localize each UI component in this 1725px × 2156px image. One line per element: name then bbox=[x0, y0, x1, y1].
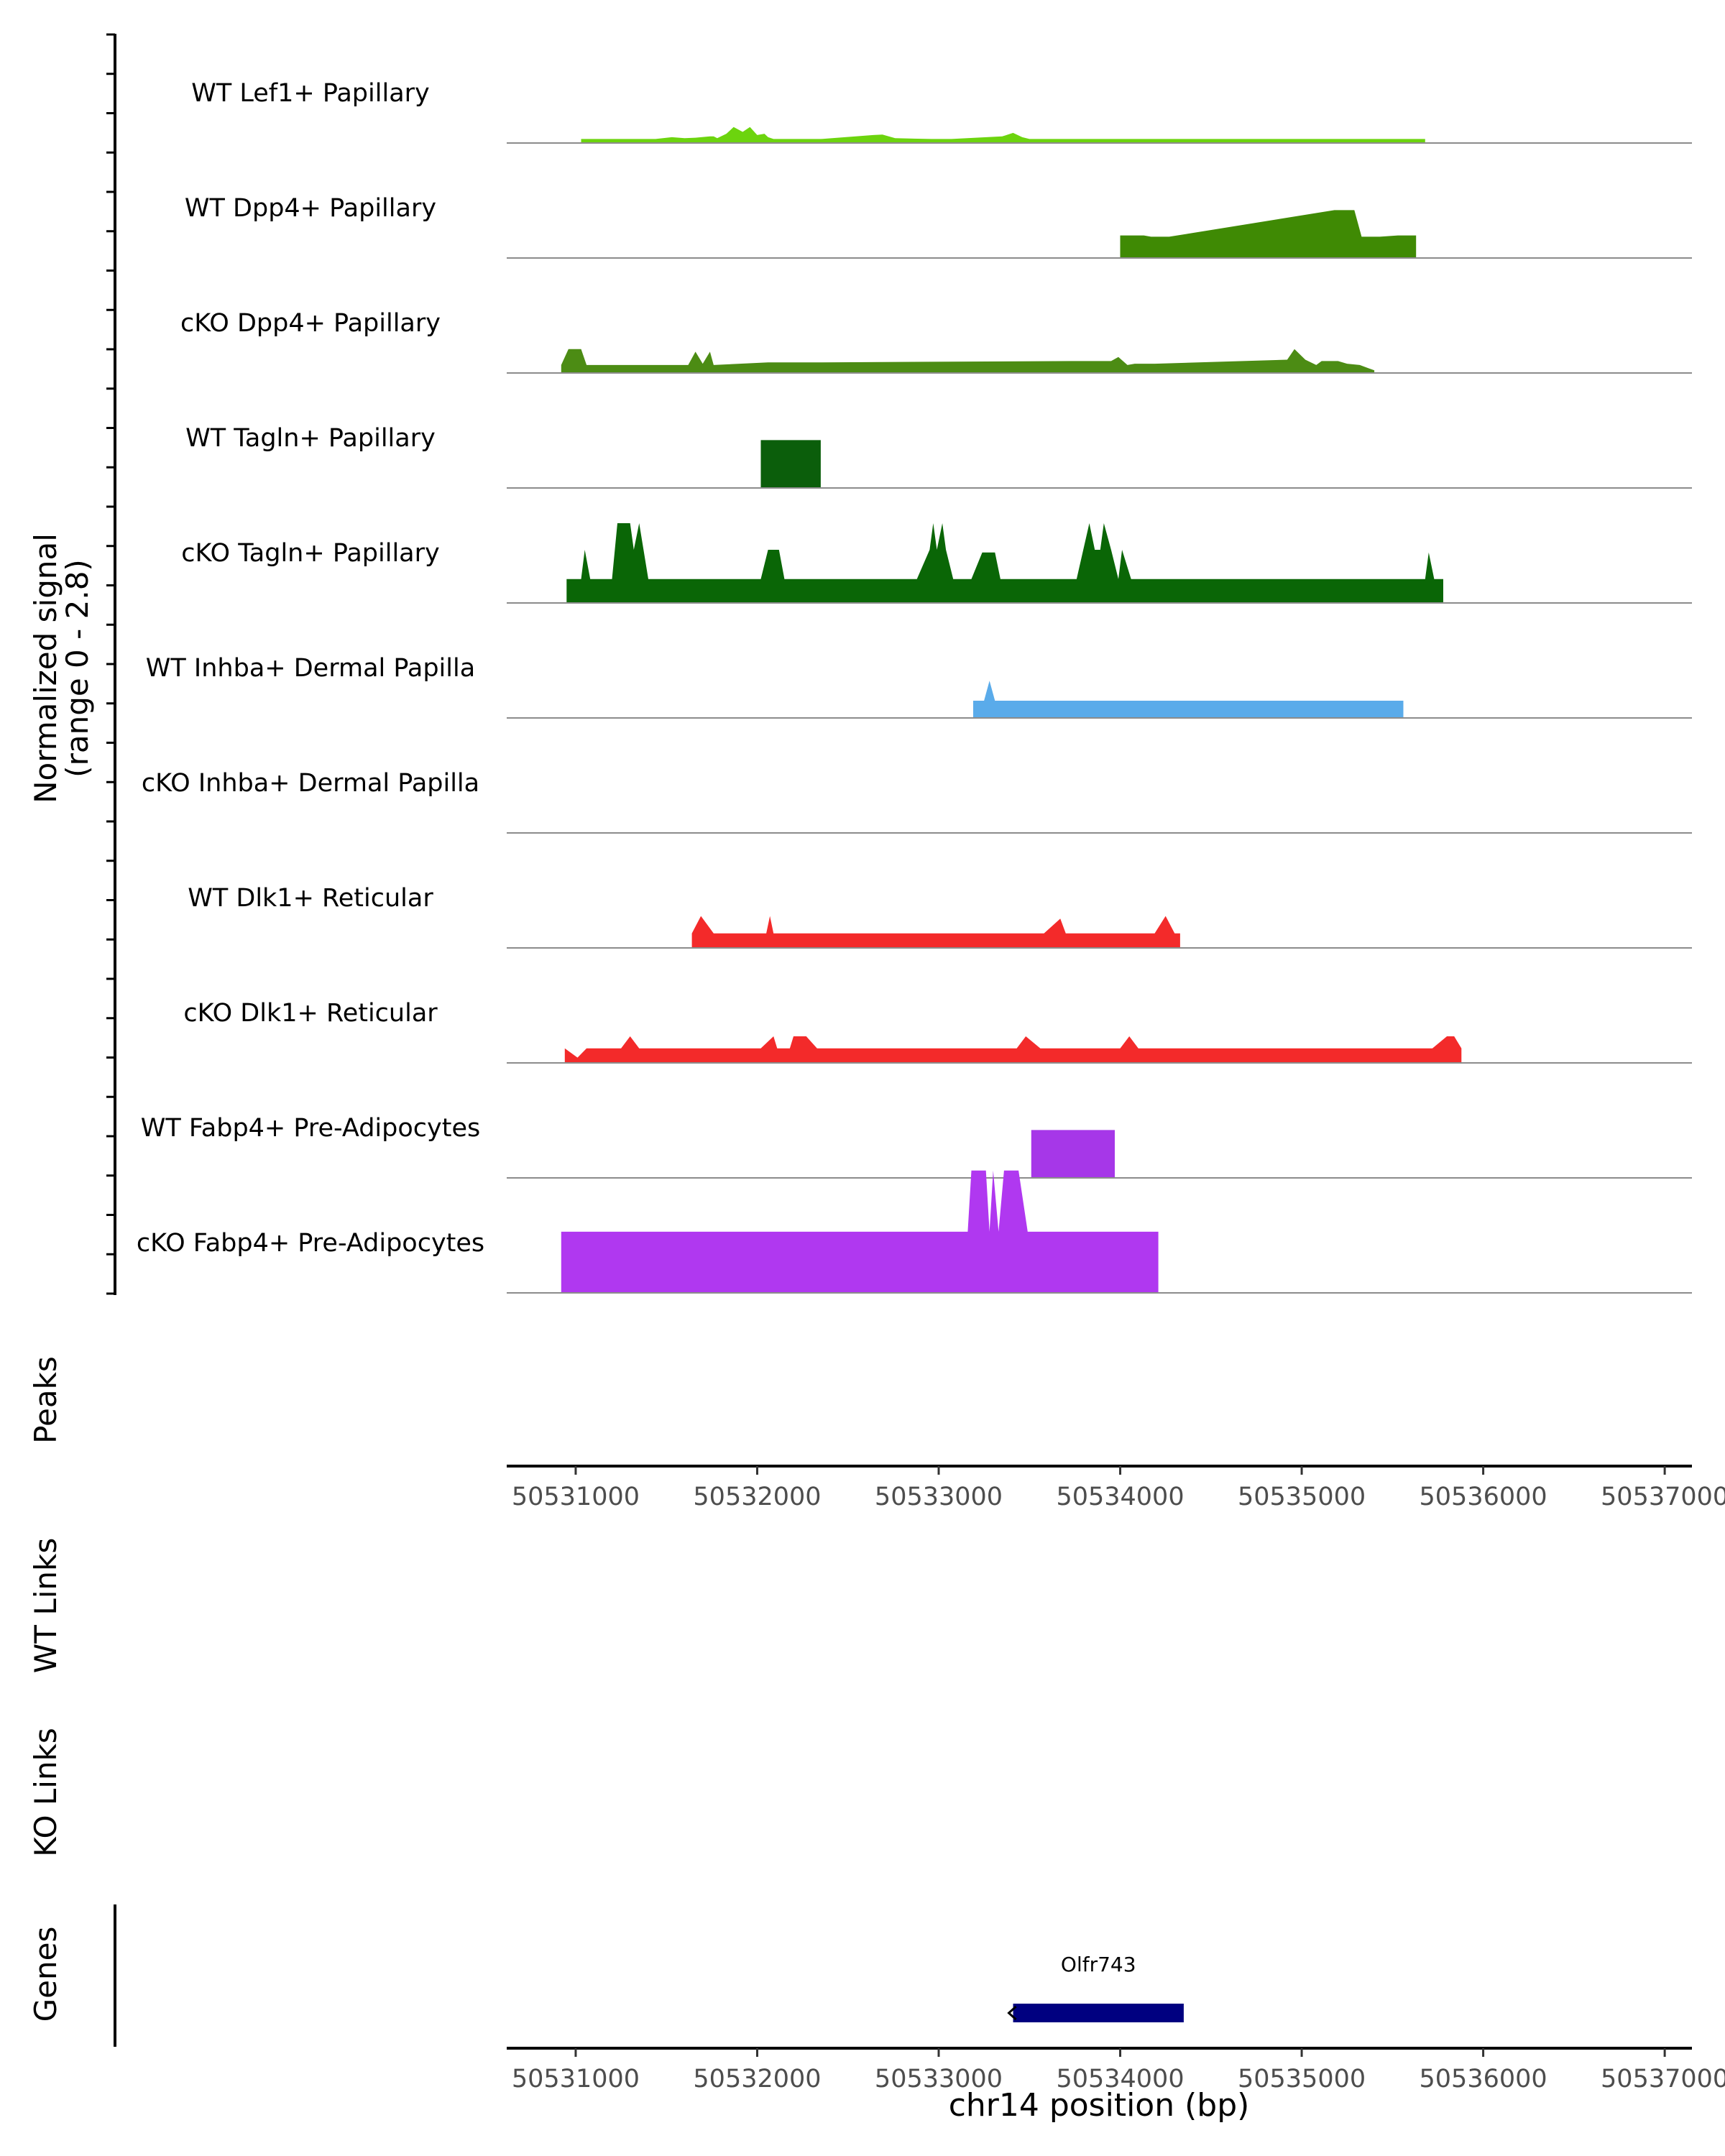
x-tick-label: 50537000 bbox=[1601, 1483, 1725, 1511]
track-signal-area bbox=[561, 349, 1375, 373]
track-label: WT Tagln+ Papillary bbox=[185, 424, 436, 453]
x-axis-title: chr14 position (bp) bbox=[949, 2087, 1250, 2124]
track-signal-area bbox=[973, 681, 1404, 718]
track-3: WT Tagln+ Papillary bbox=[185, 424, 1692, 489]
peaks-label: Peaks bbox=[28, 1356, 63, 1444]
track-signal-area bbox=[691, 916, 1180, 948]
gene-label: Olfr743 bbox=[1061, 1953, 1136, 1976]
strand-arrow bbox=[1007, 2005, 1017, 2021]
track-label: cKO Inhba+ Dermal Papilla bbox=[142, 769, 479, 798]
x-tick-label: 50537000 bbox=[1601, 2065, 1725, 2093]
track-10: cKO Fabp4+ Pre-Adipocytes bbox=[137, 1170, 1692, 1294]
x-tick-label: 50535000 bbox=[1238, 1483, 1366, 1511]
track-label: WT Inhba+ Dermal Papilla bbox=[146, 654, 475, 683]
signal-ylabel-line2: (range 0 - 2.8) bbox=[60, 559, 95, 778]
track-9: WT Fabp4+ Pre-Adipocytes bbox=[141, 1114, 1692, 1179]
track-signal-area bbox=[760, 440, 821, 488]
x-tick-label: 50536000 bbox=[1420, 2065, 1547, 2093]
x-tick-label: 50532000 bbox=[693, 2065, 821, 2093]
x-tick-label: 50533000 bbox=[875, 1483, 1003, 1511]
gene-track: Olfr743 bbox=[1007, 1953, 1184, 2022]
x-tick-label: 50531000 bbox=[512, 2065, 640, 2093]
track-label: cKO Tagln+ Papillary bbox=[181, 539, 440, 568]
track-signal-area bbox=[561, 1170, 1159, 1293]
x-tick-label: 50535000 bbox=[1238, 2065, 1366, 2093]
peaks-x-ticks: 50531000 50532000 50533000 50534000 50535000… bbox=[512, 1466, 1725, 1511]
track-signal-area bbox=[1031, 1130, 1115, 1178]
track-signal-area bbox=[1120, 210, 1417, 258]
ko-links-label: KO Links bbox=[28, 1728, 63, 1857]
x-tick-label: 50533000 bbox=[875, 2065, 1003, 2093]
genes-label: Genes bbox=[28, 1927, 63, 2022]
track-label: cKO Dpp4+ Papillary bbox=[180, 309, 441, 338]
signal-tracks: WT Lef1+ Papillary WT Dpp4+ Papillary cKO … bbox=[137, 79, 1692, 1294]
signal-ylabel-line1: Normalized signal bbox=[28, 533, 63, 803]
track-4: cKO Tagln+ Papillary bbox=[181, 523, 1692, 604]
track-label: WT Fabp4+ Pre-Adipocytes bbox=[141, 1114, 480, 1143]
track-label: cKO Fabp4+ Pre-Adipocytes bbox=[137, 1229, 484, 1258]
genes-x-ticks: 50531000 50532000 50533000 50534000 50535000… bbox=[512, 2048, 1725, 2093]
x-tick-label: 50534000 bbox=[1056, 1483, 1184, 1511]
track-signal-area bbox=[566, 523, 1443, 603]
track-5: WT Inhba+ Dermal Papilla bbox=[146, 654, 1692, 719]
track-signal-area bbox=[581, 126, 1425, 143]
track-0: WT Lef1+ Papillary bbox=[191, 79, 1692, 144]
track-7: WT Dlk1+ Reticular bbox=[188, 884, 1692, 949]
gene-body bbox=[1013, 2004, 1184, 2022]
track-label: WT Dlk1+ Reticular bbox=[188, 884, 433, 913]
track-1: WT Dpp4+ Papillary bbox=[185, 194, 1692, 259]
x-tick-label: 50534000 bbox=[1056, 2065, 1184, 2093]
x-tick-label: 50531000 bbox=[512, 1483, 640, 1511]
track-label: WT Lef1+ Papillary bbox=[191, 79, 430, 108]
track-6: cKO Inhba+ Dermal Papilla bbox=[142, 769, 1692, 834]
track-2: cKO Dpp4+ Papillary bbox=[180, 309, 1692, 374]
signal-y-ticks bbox=[106, 33, 115, 1295]
x-tick-label: 50532000 bbox=[693, 1483, 821, 1511]
track-8: cKO Dlk1+ Reticular bbox=[183, 999, 1692, 1064]
track-signal-area bbox=[564, 1036, 1462, 1063]
x-tick-label: 50536000 bbox=[1420, 1483, 1547, 1511]
track-label: WT Dpp4+ Papillary bbox=[185, 194, 436, 223]
track-label: cKO Dlk1+ Reticular bbox=[183, 999, 438, 1028]
wt-links-label: WT Links bbox=[28, 1538, 63, 1673]
